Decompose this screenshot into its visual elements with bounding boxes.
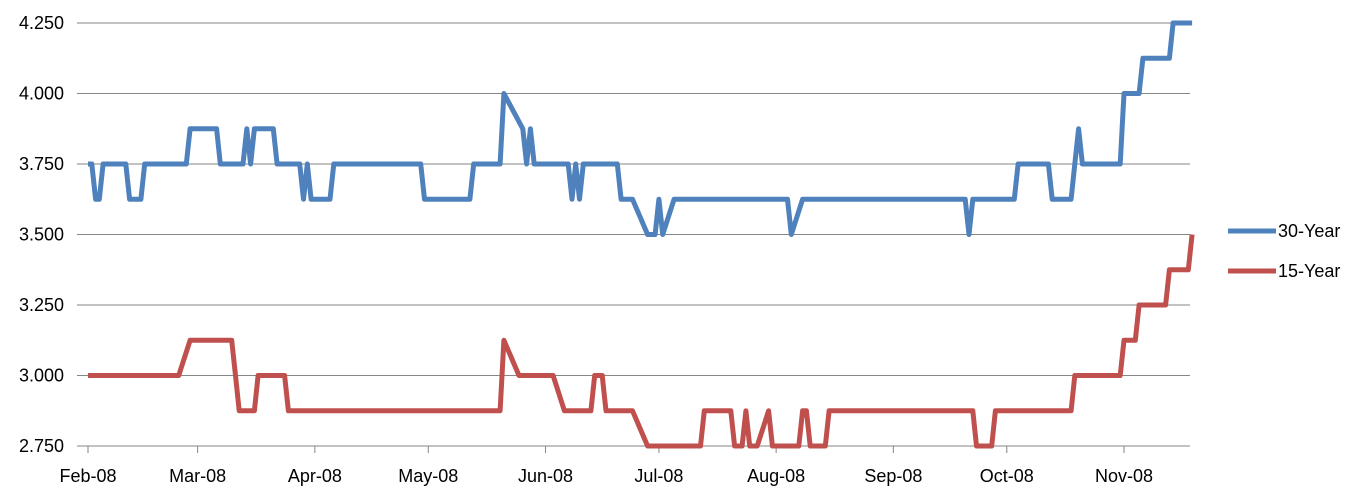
series-line-15-year xyxy=(88,234,1195,449)
series-line-30-year xyxy=(88,20,1193,237)
y-axis: 2.750 3.000 3.250 3.500 3.750 4.000 4.250 xyxy=(19,13,64,456)
y-tick-label: 3.500 xyxy=(19,225,64,245)
series-lines xyxy=(88,20,1195,449)
y-tick-label: 4.000 xyxy=(19,84,64,104)
x-tick-label: May-08 xyxy=(398,466,458,486)
y-tick-label: 2.750 xyxy=(19,436,64,456)
x-axis: Feb-08 Mar-08 Apr-08 May-08 Jun-08 Jul-08 Aug-… xyxy=(59,445,1190,486)
x-tick-label: Apr-08 xyxy=(288,466,342,486)
x-tick-label: Feb-08 xyxy=(59,466,116,486)
x-tick-label: Jun-08 xyxy=(518,466,573,486)
y-tick-label: 3.250 xyxy=(19,295,64,315)
x-tick-label: Mar-08 xyxy=(169,466,226,486)
x-tick-label: Jul-08 xyxy=(634,466,683,486)
y-tick-label: 3.750 xyxy=(19,154,64,174)
y-tick-label: 3.000 xyxy=(19,366,64,386)
x-tick-label: Aug-08 xyxy=(747,466,805,486)
y-tick-label: 4.250 xyxy=(19,13,64,33)
legend-label-30-year: 30-Year xyxy=(1278,221,1340,241)
gridlines xyxy=(77,22,1190,447)
x-tick-label: Nov-08 xyxy=(1095,466,1153,486)
legend-label-15-year: 15-Year xyxy=(1278,261,1340,281)
legend: 30-Year 15-Year xyxy=(1228,221,1340,281)
x-tick-label: Sep-08 xyxy=(864,466,922,486)
x-tick-label: Oct-08 xyxy=(980,466,1034,486)
